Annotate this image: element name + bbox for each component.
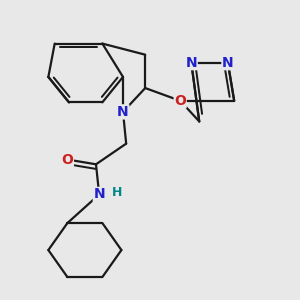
Text: H: H (112, 186, 122, 200)
Text: N: N (185, 56, 197, 70)
Text: O: O (174, 94, 186, 108)
Text: O: O (61, 152, 73, 167)
Text: N: N (117, 105, 129, 119)
Text: N: N (93, 188, 105, 202)
Text: N: N (222, 56, 234, 70)
